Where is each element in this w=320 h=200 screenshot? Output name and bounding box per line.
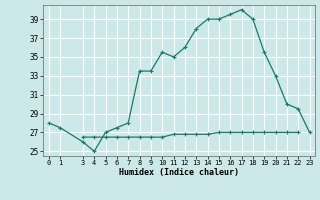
- X-axis label: Humidex (Indice chaleur): Humidex (Indice chaleur): [119, 168, 239, 177]
